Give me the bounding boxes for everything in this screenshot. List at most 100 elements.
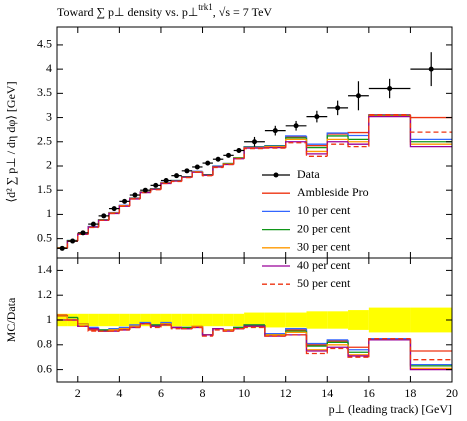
mc-histogram (368, 114, 411, 147)
mc-histogram (170, 324, 182, 330)
y-tick-label: 1.5 (37, 182, 52, 196)
y-tick-label: 1.2 (37, 287, 52, 301)
title-text: , √s = 7 TeV (213, 5, 273, 19)
data-point (252, 139, 257, 145)
mc-histogram (347, 341, 369, 348)
mc-histogram (368, 339, 411, 355)
mc-histogram (97, 219, 109, 228)
mc-histogram (97, 219, 109, 228)
uncertainty-band (212, 313, 224, 327)
mc-histogram (118, 205, 130, 214)
mc-histogram (347, 339, 369, 351)
data-point (215, 156, 221, 162)
data-point (90, 221, 96, 227)
data-point (236, 147, 242, 153)
mc-histogram (212, 166, 224, 176)
y-tick-label: 2 (46, 158, 52, 172)
mc-histogram (118, 329, 130, 332)
legend-label: Ambleside Pro (297, 185, 369, 199)
uncertainty-band (306, 311, 328, 329)
legend-label: Data (297, 167, 320, 181)
mc-histogram (97, 328, 109, 332)
mc-histogram (305, 334, 328, 355)
mc-histogram (326, 141, 349, 154)
mc-histogram (409, 115, 452, 133)
mc-histogram (149, 189, 161, 193)
legend-label: 50 per cent (297, 276, 351, 290)
mc-histogram (305, 328, 328, 345)
x-tick-label: 12 (280, 386, 292, 400)
mc-histogram (181, 176, 193, 182)
mc-histogram (77, 233, 89, 242)
mc-histogram (347, 348, 369, 358)
mc-histogram (409, 338, 452, 361)
mc-histogram (201, 326, 213, 336)
title-superscript: trk1 (198, 2, 213, 12)
data-point (226, 152, 232, 158)
mc-histogram (160, 182, 172, 190)
uncertainty-band (410, 307, 452, 333)
y-tick-label: 0.8 (37, 337, 52, 351)
mc-histogram (66, 240, 78, 249)
mc-histogram (129, 198, 141, 207)
y-tick-label: 4 (46, 61, 52, 75)
mc-histogram (285, 334, 307, 337)
data-point (142, 187, 148, 193)
mc-histogram (285, 331, 307, 335)
mc-histogram (160, 182, 172, 190)
x-tick-label: 6 (158, 386, 164, 400)
mc-histogram (305, 329, 328, 346)
mc-histogram (409, 115, 452, 143)
data-point (122, 198, 128, 204)
mc-histogram (305, 332, 328, 351)
uncertainty-band (285, 312, 307, 328)
mc-histogram (368, 339, 411, 356)
mc-histogram (129, 198, 141, 207)
mc-histogram (326, 347, 349, 354)
mc-histogram (409, 114, 452, 119)
mc-histogram (233, 158, 245, 165)
mc-histogram (97, 219, 109, 228)
mc-histogram (77, 320, 89, 327)
legend-label: 20 per cent (297, 221, 351, 235)
mc-histogram (139, 191, 151, 199)
mc-histogram (305, 135, 328, 145)
mc-histogram (87, 326, 99, 332)
mc-histogram (129, 326, 141, 330)
y-axis-label: ⟨d² ∑ p⊥ / dη dφ⟩ [GeV] (4, 81, 18, 202)
mc-histogram (201, 171, 213, 176)
mc-histogram (368, 115, 411, 142)
x-tick-label: 2 (75, 386, 81, 400)
uncertainty-band (140, 313, 151, 327)
x-tick-label: 18 (404, 386, 416, 400)
uncertainty-band (129, 313, 141, 327)
title-text: Toward ∑ p⊥ density vs. p⊥ (57, 5, 198, 19)
uncertainty-band (98, 313, 109, 327)
mc-histogram (305, 142, 328, 157)
uncertainty-band (327, 311, 349, 329)
mc-histogram (409, 338, 452, 352)
mc-histogram (409, 339, 452, 367)
mc-histogram (368, 339, 411, 353)
y-tick-label: 0.6 (37, 361, 52, 375)
legend-marker (273, 172, 279, 178)
data-point (355, 93, 361, 99)
y-tick-label: 4.5 (37, 37, 52, 51)
legend-label: 10 per cent (297, 203, 351, 217)
x-tick-label: 16 (363, 386, 375, 400)
data-point (111, 206, 117, 212)
mc-histogram (160, 324, 172, 328)
mc-histogram (222, 163, 234, 168)
mc-histogram (347, 131, 369, 135)
uncertainty-band (108, 313, 120, 327)
x-tick-label: 4 (116, 386, 122, 400)
uncertainty-band (244, 312, 265, 328)
uncertainty-band (233, 313, 245, 327)
x-axis-label: p⊥ (leading track) [GeV] (329, 402, 452, 416)
mc-histogram (347, 133, 369, 137)
legend-label: 30 per cent (297, 240, 351, 254)
mc-histogram (285, 142, 307, 149)
x-tick-label: 20 (446, 386, 458, 400)
mc-histogram (347, 144, 369, 148)
